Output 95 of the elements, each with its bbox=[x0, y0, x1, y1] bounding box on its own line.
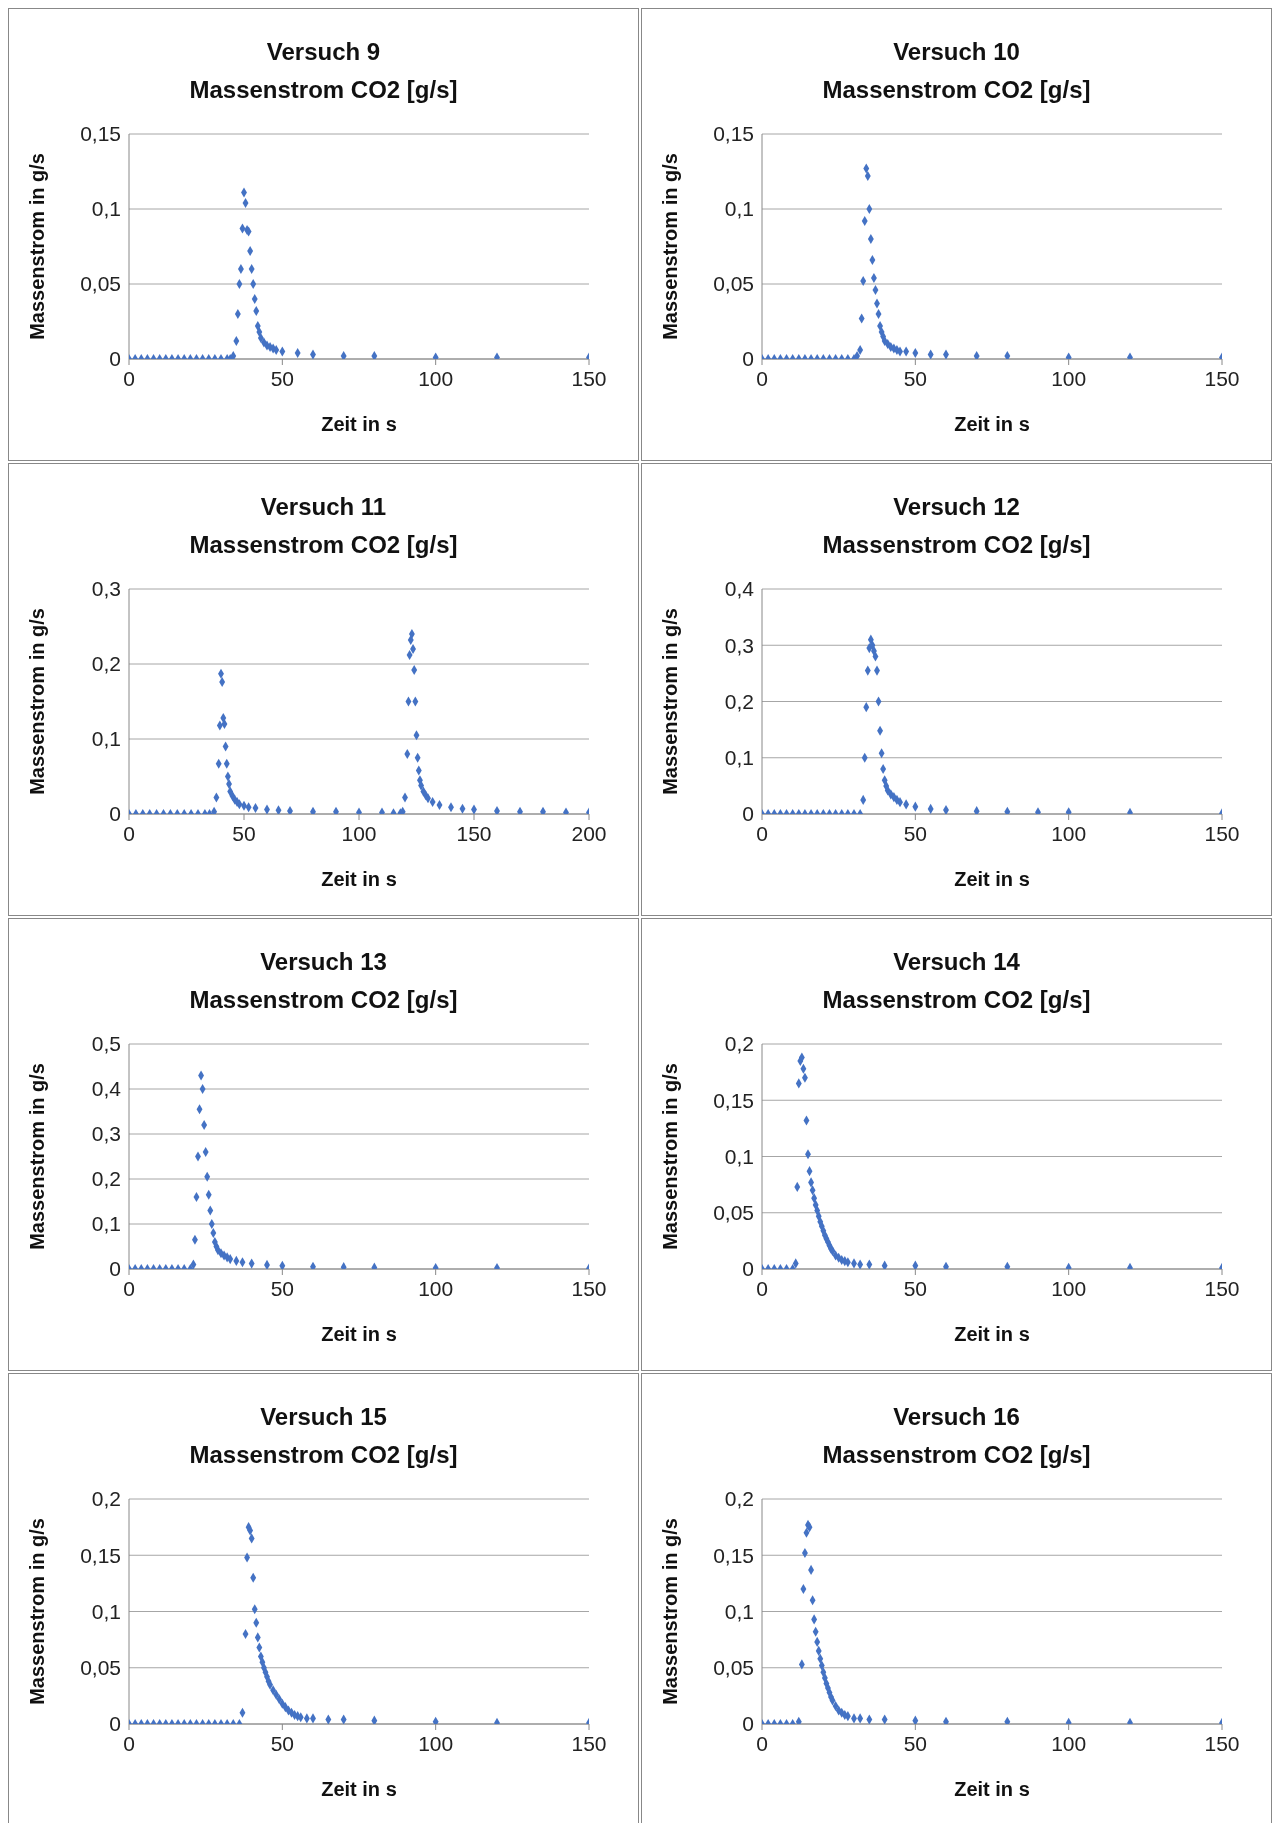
x-tick-label: 100 bbox=[341, 821, 377, 845]
y-axis-title: Massenstrom in g/s bbox=[659, 1518, 682, 1705]
chart-title: Versuch 14 bbox=[892, 947, 1021, 977]
x-tick-label: 100 bbox=[418, 366, 454, 390]
y-tick-label: 0,05 bbox=[80, 1656, 121, 1680]
chart-title: Versuch 16 bbox=[892, 1402, 1021, 1432]
y-tick-label: 0,2 bbox=[724, 1032, 754, 1056]
x-axis-title: Zeit in s bbox=[321, 1778, 397, 1800]
x-tick-label: 50 bbox=[232, 821, 256, 845]
y-tick-label: 0,05 bbox=[80, 272, 121, 296]
x-axis-title: Zeit in s bbox=[321, 1323, 397, 1345]
x-axis-title: Zeit in s bbox=[954, 1778, 1030, 1800]
y-tick-label: 0,5 bbox=[91, 1032, 121, 1056]
y-tick-label: 0,3 bbox=[724, 633, 754, 657]
y-tick-label: 0,15 bbox=[713, 122, 754, 146]
y-tick-label: 0,15 bbox=[80, 1543, 121, 1567]
chart-subtitle: Massenstrom CO2 [g/s] bbox=[188, 985, 459, 1015]
y-tick-label: 0,1 bbox=[91, 1599, 121, 1623]
x-tick-label: 150 bbox=[1204, 1731, 1240, 1755]
x-axis-title: Zeit in s bbox=[321, 868, 397, 890]
y-tick-label: 0 bbox=[742, 347, 754, 371]
y-tick-label: 0,1 bbox=[91, 727, 121, 751]
x-tick-label: 150 bbox=[571, 1731, 607, 1755]
x-tick-label: 150 bbox=[456, 821, 492, 845]
y-tick-label: 0,4 bbox=[91, 1077, 122, 1101]
x-tick-label: 50 bbox=[903, 1731, 928, 1755]
chart-subtitle: Massenstrom CO2 [g/s] bbox=[188, 1440, 459, 1470]
y-tick-label: 0,2 bbox=[91, 652, 121, 676]
y-tick-label: 0 bbox=[109, 347, 121, 371]
x-tick-label: 50 bbox=[903, 821, 928, 845]
y-tick-label: 0 bbox=[109, 1712, 121, 1736]
y-axis-title: Massenstrom in g/s bbox=[26, 153, 49, 340]
y-tick-label: 0,1 bbox=[91, 197, 121, 221]
y-tick-label: 0,05 bbox=[713, 272, 754, 296]
x-tick-label: 100 bbox=[418, 1731, 454, 1755]
y-tick-label: 0,3 bbox=[91, 1122, 121, 1146]
y-tick-label: 0,05 bbox=[713, 1656, 754, 1680]
y-tick-label: 0,2 bbox=[91, 1167, 121, 1191]
x-tick-label: 200 bbox=[571, 821, 607, 845]
y-tick-label: 0,2 bbox=[724, 689, 754, 713]
chart-title: Versuch 12 bbox=[892, 492, 1021, 522]
chart-subtitle: Massenstrom CO2 [g/s] bbox=[188, 530, 459, 560]
y-tick-label: 0,3 bbox=[91, 577, 121, 601]
y-tick-label: 0 bbox=[109, 802, 121, 826]
y-tick-label: 0 bbox=[742, 802, 754, 826]
x-tick-label: 150 bbox=[1204, 366, 1240, 390]
x-tick-label: 50 bbox=[270, 1731, 295, 1755]
x-tick-label: 100 bbox=[418, 1276, 454, 1300]
x-tick-label: 150 bbox=[1204, 821, 1240, 845]
y-axis-title: Massenstrom in g/s bbox=[26, 608, 49, 795]
chart-title: Versuch 13 bbox=[259, 947, 388, 977]
y-tick-label: 0,1 bbox=[724, 197, 754, 221]
x-axis-title: Zeit in s bbox=[321, 413, 397, 435]
x-axis-title: Zeit in s bbox=[954, 868, 1030, 890]
x-tick-label: 150 bbox=[571, 1276, 607, 1300]
chart-subtitle: Massenstrom CO2 [g/s] bbox=[821, 1440, 1092, 1470]
y-tick-label: 0,2 bbox=[724, 1487, 754, 1511]
chart-subtitle: Massenstrom CO2 [g/s] bbox=[821, 985, 1092, 1015]
x-tick-label: 100 bbox=[1051, 1276, 1087, 1300]
y-tick-label: 0,2 bbox=[91, 1487, 121, 1511]
chart-title: Versuch 10 bbox=[892, 37, 1021, 67]
x-tick-label: 150 bbox=[571, 366, 607, 390]
y-tick-label: 0,1 bbox=[724, 1144, 754, 1168]
chart-title: Versuch 11 bbox=[259, 492, 388, 522]
x-axis-title: Zeit in s bbox=[954, 1323, 1030, 1345]
chart-subtitle: Massenstrom CO2 [g/s] bbox=[188, 75, 459, 105]
y-axis-title: Massenstrom in g/s bbox=[659, 1063, 682, 1250]
y-tick-label: 0,15 bbox=[713, 1543, 754, 1567]
chart-title: Versuch 15 bbox=[259, 1402, 388, 1432]
y-axis-title: Massenstrom in g/s bbox=[26, 1518, 49, 1705]
y-tick-label: 0 bbox=[742, 1257, 754, 1281]
x-tick-label: 50 bbox=[903, 366, 928, 390]
y-tick-label: 0,1 bbox=[724, 746, 754, 770]
x-tick-label: 50 bbox=[903, 1276, 928, 1300]
x-tick-label: 100 bbox=[1051, 366, 1087, 390]
y-tick-label: 0,4 bbox=[724, 577, 755, 601]
y-axis-title: Massenstrom in g/s bbox=[26, 1063, 49, 1250]
x-tick-label: 150 bbox=[1204, 1276, 1240, 1300]
y-axis-title: Massenstrom in g/s bbox=[659, 153, 682, 340]
x-tick-label: 50 bbox=[270, 366, 295, 390]
y-tick-label: 0,1 bbox=[91, 1212, 121, 1236]
y-tick-label: 0,15 bbox=[713, 1088, 754, 1112]
chart-subtitle: Massenstrom CO2 [g/s] bbox=[821, 530, 1092, 560]
y-tick-label: 0,05 bbox=[713, 1201, 754, 1225]
x-tick-label: 100 bbox=[1051, 821, 1087, 845]
y-tick-label: 0,1 bbox=[724, 1599, 754, 1623]
chart-subtitle: Massenstrom CO2 [g/s] bbox=[821, 75, 1092, 105]
chart-title: Versuch 9 bbox=[265, 37, 382, 67]
y-tick-label: 0 bbox=[109, 1257, 121, 1281]
x-tick-label: 50 bbox=[270, 1276, 295, 1300]
x-axis-title: Zeit in s bbox=[954, 413, 1030, 435]
x-tick-label: 100 bbox=[1051, 1731, 1087, 1755]
y-axis-title: Massenstrom in g/s bbox=[659, 608, 682, 795]
y-tick-label: 0,15 bbox=[80, 122, 121, 146]
y-tick-label: 0 bbox=[742, 1712, 754, 1736]
